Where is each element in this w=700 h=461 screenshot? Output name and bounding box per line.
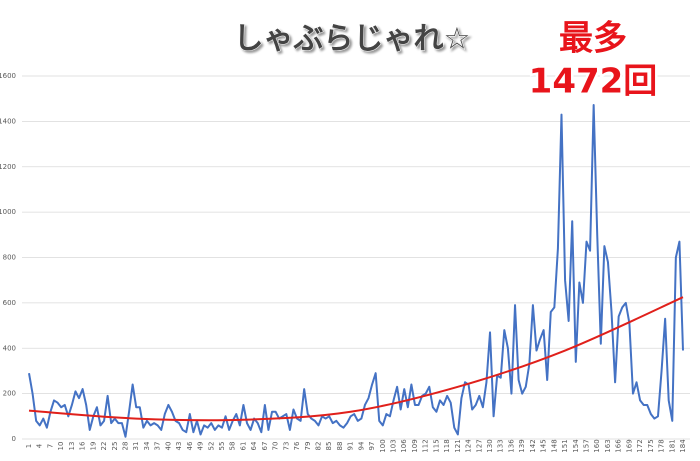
x-tick-label: 22 bbox=[100, 442, 108, 451]
y-tick-label: 800 bbox=[3, 254, 16, 262]
x-tick-label: 64 bbox=[250, 441, 258, 450]
x-tick-label: 178 bbox=[658, 439, 666, 452]
y-tick-label: 400 bbox=[3, 344, 16, 352]
x-tick-label: 169 bbox=[625, 439, 633, 452]
annotation: 1472回 bbox=[529, 62, 658, 102]
x-tick-label: 37 bbox=[154, 442, 162, 451]
x-tick-label: 34 bbox=[143, 441, 151, 450]
x-tick-label: 7 bbox=[46, 444, 54, 448]
x-tick-label: 136 bbox=[507, 439, 515, 453]
x-tick-label: 151 bbox=[561, 439, 569, 452]
x-tick-label: 106 bbox=[400, 439, 408, 453]
x-tick-label: 109 bbox=[411, 439, 419, 452]
annotation: 最多 bbox=[559, 19, 627, 59]
x-tick-label: 94 bbox=[357, 441, 365, 450]
x-tick-label: 133 bbox=[497, 439, 505, 452]
y-tick-label: 1400 bbox=[0, 117, 16, 125]
x-tick-label: 172 bbox=[636, 439, 644, 452]
x-tick-label: 130 bbox=[486, 439, 494, 452]
x-tick-label: 181 bbox=[668, 439, 676, 452]
x-tick-label: 100 bbox=[379, 439, 387, 452]
x-tick-label: 157 bbox=[583, 439, 591, 452]
trend-line bbox=[28, 296, 684, 422]
x-tick-label: 25 bbox=[111, 442, 119, 451]
x-tick-label: 52 bbox=[207, 442, 215, 451]
x-tick-label: 1 bbox=[25, 444, 33, 448]
x-tick-label: 61 bbox=[239, 442, 247, 451]
x-tick-label: 115 bbox=[432, 439, 440, 452]
x-tick-label: 85 bbox=[325, 442, 333, 451]
data-line bbox=[28, 104, 684, 438]
y-tick-label: 600 bbox=[3, 299, 16, 307]
x-tick-label: 16 bbox=[79, 441, 87, 450]
x-tick-label: 127 bbox=[475, 439, 483, 452]
x-tick-label: 73 bbox=[282, 442, 290, 451]
x-tick-label: 4 bbox=[36, 443, 44, 448]
x-tick-label: 19 bbox=[89, 442, 97, 451]
x-tick-label: 97 bbox=[368, 442, 376, 451]
x-tick-label: 31 bbox=[132, 442, 140, 451]
x-tick-label: 142 bbox=[529, 439, 537, 452]
x-tick-label: 103 bbox=[390, 439, 398, 452]
x-tick-label: 67 bbox=[261, 442, 269, 451]
y-tick-label: 1600 bbox=[0, 72, 16, 80]
x-tick-label: 124 bbox=[465, 439, 473, 453]
chart-title: しゃぶらじゃれ☆ bbox=[234, 22, 471, 57]
x-tick-label: 175 bbox=[647, 439, 655, 452]
x-tick-label: 118 bbox=[443, 439, 451, 452]
y-tick-label: 0 bbox=[12, 435, 16, 443]
x-tick-label: 70 bbox=[272, 442, 280, 451]
x-tick-label: 28 bbox=[121, 442, 129, 451]
x-tick-label: 13 bbox=[68, 442, 76, 451]
y-tick-label: 1000 bbox=[0, 208, 16, 216]
x-tick-label: 79 bbox=[304, 442, 312, 451]
x-tick-label: 139 bbox=[518, 439, 526, 452]
x-tick-label: 88 bbox=[336, 442, 344, 451]
x-tick-label: 184 bbox=[679, 439, 687, 453]
x-tick-label: 40 bbox=[164, 442, 172, 451]
x-tick-label: 76 bbox=[293, 441, 301, 450]
x-tick-label: 148 bbox=[550, 439, 558, 452]
x-tick-label: 154 bbox=[572, 439, 580, 453]
x-tick-label: 166 bbox=[615, 439, 623, 453]
x-tick-label: 82 bbox=[314, 442, 322, 451]
x-tick-label: 160 bbox=[593, 439, 601, 452]
x-tick-label: 55 bbox=[218, 442, 226, 451]
x-tick-label: 43 bbox=[175, 442, 183, 451]
x-tick-label: 10 bbox=[57, 442, 65, 451]
x-tick-label: 46 bbox=[186, 441, 194, 450]
y-tick-label: 1200 bbox=[0, 163, 16, 171]
x-tick-label: 121 bbox=[454, 439, 462, 452]
x-tick-label: 163 bbox=[604, 439, 612, 452]
x-tick-label: 91 bbox=[347, 442, 355, 451]
x-tick-label: 145 bbox=[540, 439, 548, 452]
x-tick-label: 58 bbox=[229, 442, 237, 451]
y-tick-label: 200 bbox=[3, 390, 16, 398]
x-tick-label: 112 bbox=[422, 439, 430, 452]
x-tick-label: 49 bbox=[197, 442, 205, 451]
